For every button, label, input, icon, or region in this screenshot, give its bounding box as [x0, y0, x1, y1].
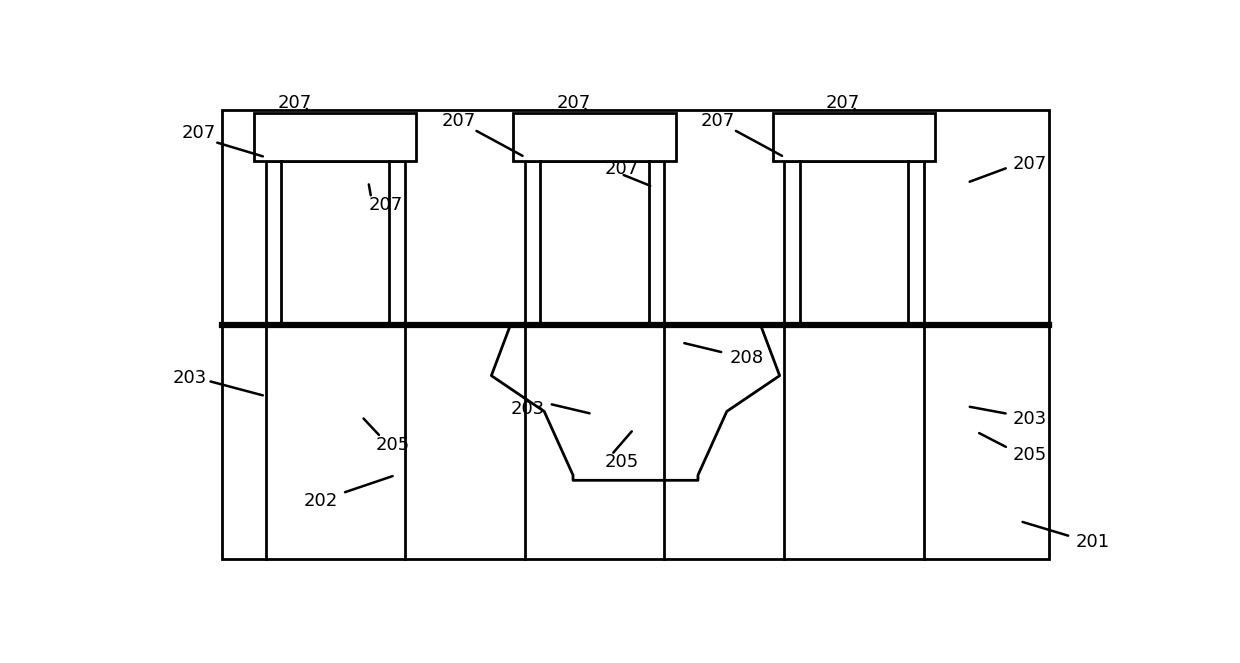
Bar: [222, 110, 1049, 560]
Text: 207: 207: [368, 196, 403, 213]
Text: 207: 207: [826, 93, 861, 111]
Text: 207: 207: [605, 160, 639, 178]
Bar: [513, 113, 676, 161]
Text: 203: 203: [511, 400, 544, 418]
Bar: [265, 161, 404, 325]
Text: 207: 207: [1012, 154, 1047, 173]
Bar: [785, 161, 924, 325]
Text: 203: 203: [172, 369, 207, 387]
Text: 205: 205: [376, 436, 410, 453]
Text: 207: 207: [182, 124, 216, 142]
Bar: [254, 113, 417, 161]
Text: 203: 203: [1012, 410, 1047, 428]
Text: 205: 205: [1012, 446, 1047, 464]
Bar: [525, 161, 665, 325]
Text: 208: 208: [729, 349, 764, 367]
Bar: [773, 113, 935, 161]
Text: 201: 201: [1075, 532, 1110, 550]
Text: 207: 207: [557, 93, 591, 111]
Text: 207: 207: [441, 113, 476, 131]
Text: 202: 202: [304, 492, 339, 510]
Text: 207: 207: [701, 113, 735, 131]
Text: 207: 207: [278, 93, 312, 111]
Text: 205: 205: [605, 453, 639, 471]
